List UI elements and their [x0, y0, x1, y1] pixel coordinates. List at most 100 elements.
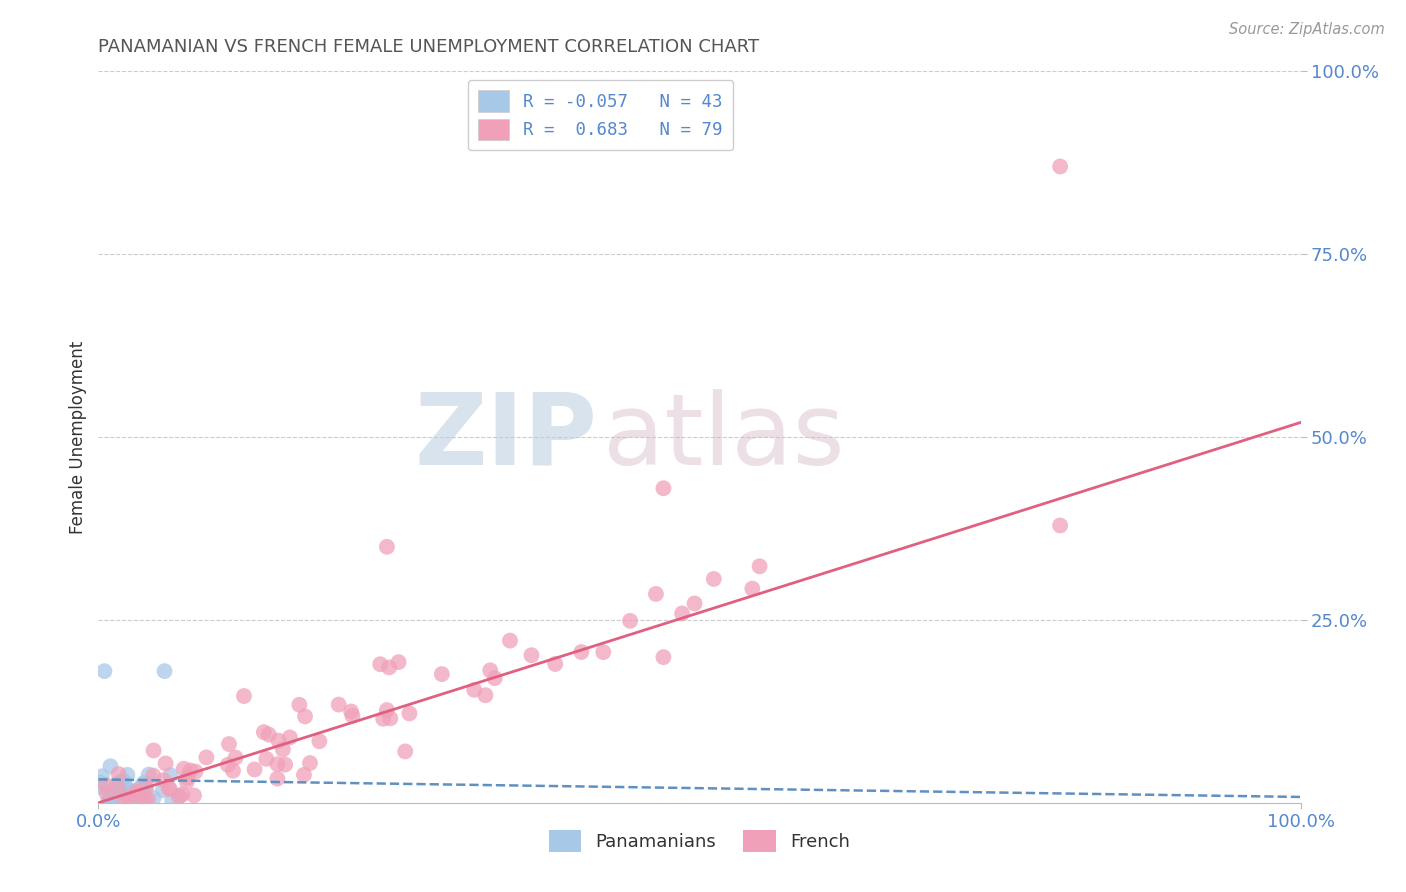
Point [499, 633, 522, 648]
Point [217, 757, 239, 772]
Point [479, 663, 502, 677]
Point [167, 789, 190, 804]
Point [173, 762, 195, 776]
Point [569, 645, 592, 659]
Point [703, 572, 725, 586]
Point [120, 783, 142, 797]
Point [1049, 518, 1071, 533]
Point [134, 782, 156, 797]
Point [136, 792, 159, 806]
Point [375, 540, 398, 554]
Point [107, 780, 129, 795]
Point [132, 780, 155, 795]
Point [142, 768, 165, 782]
Point [108, 775, 131, 789]
Point [159, 768, 181, 782]
Point [117, 768, 139, 782]
Point [111, 774, 134, 789]
Point [243, 763, 266, 777]
Point [111, 783, 134, 797]
Point [671, 607, 693, 621]
Point [271, 742, 294, 756]
Point [122, 785, 145, 799]
Text: Source: ZipAtlas.com: Source: ZipAtlas.com [1229, 22, 1385, 37]
Point [184, 764, 207, 779]
Point [100, 759, 122, 773]
Point [520, 648, 543, 663]
Point [112, 774, 135, 789]
Point [155, 756, 177, 771]
Point [100, 790, 122, 805]
Point [159, 781, 181, 796]
Text: PANAMANIAN VS FRENCH FEMALE UNEMPLOYMENT CORRELATION CHART: PANAMANIAN VS FRENCH FEMALE UNEMPLOYMENT… [98, 38, 759, 56]
Point [1049, 160, 1071, 174]
Point [100, 789, 122, 803]
Point [94, 778, 117, 792]
Point [131, 796, 153, 810]
Point [90, 780, 112, 795]
Point [179, 764, 201, 778]
Point [378, 660, 401, 674]
Point [254, 752, 277, 766]
Point [398, 706, 420, 721]
Point [274, 757, 297, 772]
Point [328, 698, 350, 712]
Point [387, 655, 409, 669]
Point [142, 743, 165, 757]
Point [135, 794, 157, 808]
Point [195, 750, 218, 764]
Point [142, 791, 165, 805]
Point [278, 731, 301, 745]
Point [222, 764, 245, 778]
Point [96, 787, 118, 801]
Point [373, 712, 395, 726]
Point [107, 783, 129, 797]
Point [97, 793, 120, 807]
Point [430, 667, 453, 681]
Point [225, 750, 247, 764]
Point [125, 785, 148, 799]
Point [152, 783, 174, 797]
Point [107, 767, 129, 781]
Point [298, 756, 321, 770]
Point [114, 791, 136, 805]
Point [89, 775, 111, 789]
Point [93, 664, 115, 678]
Point [474, 688, 496, 702]
Point [117, 790, 139, 805]
Point [117, 791, 139, 805]
Point [152, 773, 174, 788]
Point [741, 582, 763, 596]
Point [125, 783, 148, 797]
Point [292, 768, 315, 782]
Point [748, 559, 770, 574]
Point [544, 657, 567, 671]
Point [132, 776, 155, 790]
Point [340, 705, 363, 719]
Point [132, 792, 155, 806]
Point [368, 657, 391, 672]
Point [162, 794, 184, 808]
Point [111, 781, 134, 796]
Point [294, 709, 316, 723]
Point [108, 776, 131, 790]
Point [167, 789, 190, 803]
Point [257, 728, 280, 742]
Point [267, 733, 290, 747]
Point [308, 734, 330, 748]
Point [112, 792, 135, 806]
Point [134, 789, 156, 803]
Point [98, 794, 121, 808]
Point [652, 481, 675, 495]
Point [683, 597, 706, 611]
Point [122, 785, 145, 799]
Point [218, 737, 240, 751]
Point [131, 779, 153, 793]
Point [288, 698, 311, 712]
Point [153, 664, 176, 678]
Point [135, 780, 157, 794]
Point [652, 650, 675, 665]
Point [183, 789, 205, 803]
Point [484, 671, 506, 685]
Y-axis label: Female Unemployment: Female Unemployment [69, 341, 87, 533]
